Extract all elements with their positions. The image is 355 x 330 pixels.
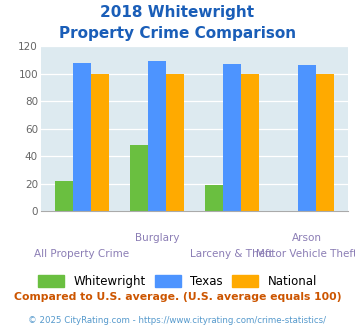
Bar — [130, 145, 148, 211]
Text: Arson: Arson — [292, 233, 322, 243]
Text: Motor Vehicle Theft: Motor Vehicle Theft — [256, 249, 355, 259]
Text: © 2025 CityRating.com - https://www.cityrating.com/crime-statistics/: © 2025 CityRating.com - https://www.city… — [28, 316, 327, 325]
Legend: Whitewright, Texas, National: Whitewright, Texas, National — [34, 272, 321, 292]
Text: All Property Crime: All Property Crime — [34, 249, 130, 259]
Text: Burglary: Burglary — [135, 233, 179, 243]
Bar — [91, 74, 109, 211]
Bar — [223, 64, 241, 211]
Bar — [73, 63, 91, 211]
Text: 2018 Whitewright: 2018 Whitewright — [100, 5, 255, 20]
Text: Larceny & Theft: Larceny & Theft — [190, 249, 273, 259]
Bar — [166, 74, 184, 211]
Bar — [55, 181, 73, 211]
Bar — [241, 74, 259, 211]
Text: Compared to U.S. average. (U.S. average equals 100): Compared to U.S. average. (U.S. average … — [14, 292, 341, 302]
Bar — [148, 61, 166, 211]
Text: Property Crime Comparison: Property Crime Comparison — [59, 26, 296, 41]
Bar — [298, 65, 316, 211]
Bar — [316, 74, 334, 211]
Bar — [205, 185, 223, 211]
